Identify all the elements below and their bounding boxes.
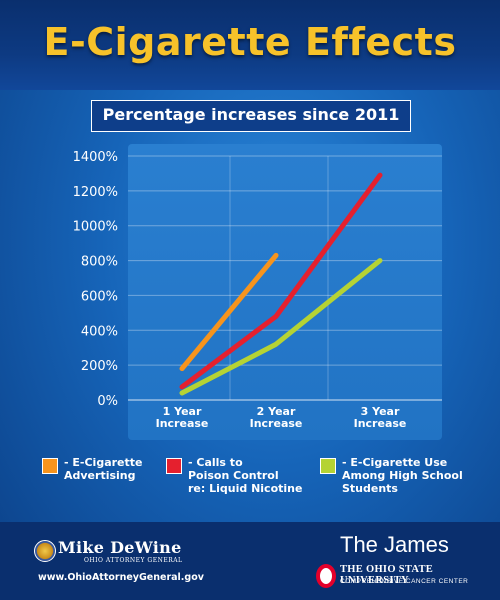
data-point (181, 386, 183, 388)
legend-label: - Calls to Poison Control re: Liquid Nic… (188, 456, 303, 495)
chart-series (179, 172, 383, 396)
x-tick-label: 3 Year Increase (354, 405, 407, 430)
series-line-2 (179, 258, 383, 396)
legend-swatch (42, 458, 58, 474)
legend-label: - E-Cigarette Advertising (64, 456, 143, 482)
data-point (275, 315, 277, 317)
footer (0, 522, 500, 600)
series-line-0 (179, 252, 279, 372)
y-tick-label: 200% (81, 359, 118, 374)
data-point (181, 368, 183, 370)
attorney-general-name: Mike DeWine (58, 538, 182, 557)
data-point (379, 174, 381, 176)
y-tick-label: 800% (81, 255, 118, 270)
y-tick-label: 1000% (73, 220, 118, 235)
x-tick-label: 1 Year Increase (156, 405, 209, 430)
series-line-1 (179, 172, 383, 390)
y-tick-label: 600% (81, 289, 118, 304)
chart-title: Percentage increases since 2011 (102, 105, 400, 124)
university-name: THE OHIO STATE UNIVERSITY (340, 564, 434, 586)
legend-swatch (166, 458, 182, 474)
cancer-center-name: COMPREHENSIVE CANCER CENTER (340, 578, 469, 585)
y-tick-label: 400% (81, 324, 118, 339)
data-point (379, 260, 381, 262)
data-point (181, 392, 183, 394)
data-point (275, 254, 277, 256)
legend-swatch (320, 458, 336, 474)
page-title: E-Cigarette Effects (43, 20, 457, 64)
osu-block-o-icon (316, 564, 336, 588)
ohio-seal-icon (34, 540, 56, 562)
y-axis-ticks: 0% 200% 400% 600% 800% 1000% 1200% 1400% (73, 150, 118, 409)
data-point (275, 343, 277, 345)
x-tick-label: 2 Year Increase (250, 405, 303, 430)
y-tick-label: 0% (97, 394, 118, 409)
y-tick-label: 1200% (73, 185, 118, 200)
plot-panel (128, 144, 442, 440)
x-axis-ticks: 1 Year Increase 2 Year Increase 3 Year Increa… (156, 405, 407, 430)
hospital-name: The James (340, 532, 449, 557)
legend-label: - E-Cigarette Use Among High School Stud… (342, 456, 463, 495)
y-tick-label: 1400% (73, 150, 118, 165)
chart-title-box (91, 100, 411, 132)
attorney-general-title: OHIO ATTORNEY GENERAL (84, 557, 183, 564)
website-link[interactable]: www.OhioAttorneyGeneral.gov (38, 572, 204, 583)
chart-grid (128, 155, 442, 401)
title-band (0, 0, 500, 90)
